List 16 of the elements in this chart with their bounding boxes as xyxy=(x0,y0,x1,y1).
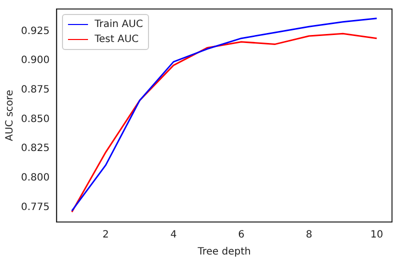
y-tick-label: 0.875 xyxy=(20,84,50,96)
x-axis-title: Tree depth xyxy=(196,246,251,258)
y-axis-title: AUC score xyxy=(4,90,16,142)
x-tick-label: 2 xyxy=(102,230,109,241)
y-tick-label: 0.775 xyxy=(20,202,50,213)
x-tick-label: 10 xyxy=(370,230,384,241)
y-tick-label: 0.900 xyxy=(20,55,50,66)
y-tick-label: 0.850 xyxy=(20,114,50,125)
x-tick-label: 8 xyxy=(306,230,312,241)
y-tick-label: 0.825 xyxy=(20,143,50,154)
x-tick-label: 6 xyxy=(238,230,244,241)
y-tick-label: 0.800 xyxy=(20,172,50,184)
y-tick-label: 0.925 xyxy=(20,26,50,37)
legend-label: Test AUC xyxy=(94,34,139,45)
legend-label: Train AUC xyxy=(94,19,143,30)
x-tick-label: 4 xyxy=(170,230,177,241)
